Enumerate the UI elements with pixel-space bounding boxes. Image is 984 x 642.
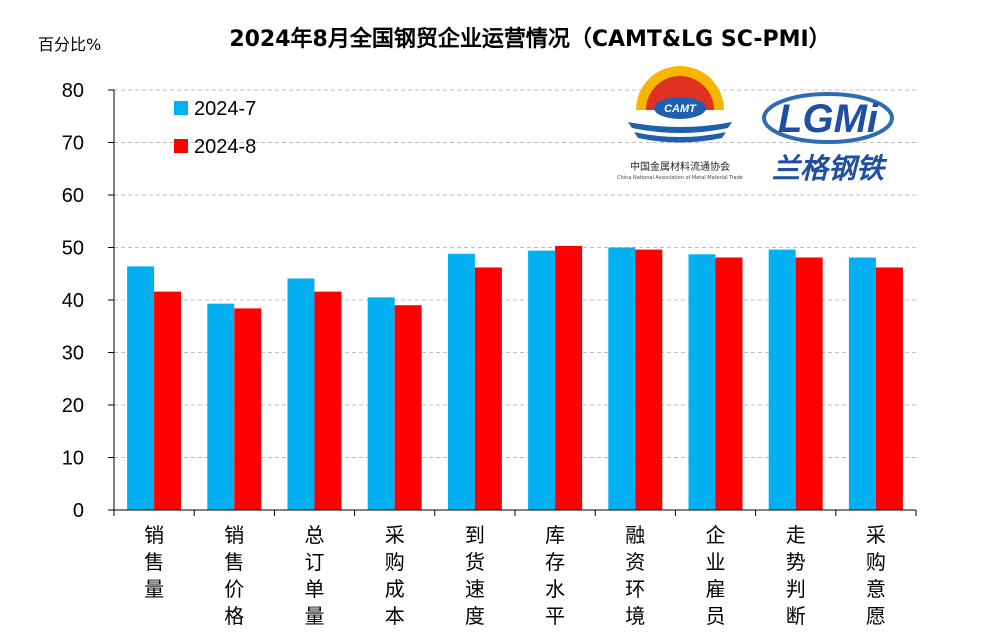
y-tick-label: 80 [62,80,84,102]
bar-2024-8-走势判断 [795,257,823,510]
y-tick-label: 30 [62,343,84,365]
category-label: 到货速度 [465,523,485,628]
category-label: 销售量 [144,523,164,601]
legend-label: 2024-8 [194,136,256,158]
bar-2024-7-走势判断 [768,249,796,510]
category-label: 销售价格 [224,523,244,628]
camt-badge-icon [654,97,706,119]
bar-2024-7-企业雇员 [688,254,716,510]
camt-wave2-icon [634,132,726,143]
y-tick-label: 0 [73,500,84,522]
legend-label: 2024-7 [194,98,256,120]
bar-2024-8-融资环境 [635,249,663,510]
bar-2024-7-融资环境 [608,247,636,510]
category-label: 融资环境 [625,523,645,628]
legend: 2024-7 2024-8 [174,98,256,158]
bar-2024-7-采购意愿 [848,257,876,510]
y-tick-label: 60 [62,185,84,207]
lg-mark: LGMi [778,97,879,141]
lg-logo: LGMi 兰格钢铁 [762,92,894,185]
bar-2024-7-销售量 [127,266,155,510]
y-tick-label: 10 [62,448,84,470]
y-tick-label: 40 [62,290,84,312]
camt-logo: CAMT 中国金属材料流通协会 China National Associati… [617,66,743,181]
bar-2024-8-采购成本 [394,305,422,510]
bar-2024-8-采购意愿 [875,267,903,510]
bar-2024-8-销售量 [154,291,182,510]
camt-english-name: China National Association of Metal Mate… [617,175,743,181]
lg-ring-icon [762,92,894,144]
bar-2024-7-总订单量 [287,278,315,510]
category-label: 总订单量 [305,523,325,628]
bar-2024-8-库存水平 [555,245,583,511]
y-tick-label: 70 [62,133,84,155]
bar-2024-7-到货速度 [447,253,475,511]
chart-title: 2024年8月全国钢贸企业运营情况（CAMT&LG SC-PMI） [229,26,830,52]
legend-swatch [174,101,188,115]
category-labels: 销售量 销售价格 总订单量 采购成本 到货速度 库存水平 融资环境 企业雇员 走势判断 采购意愿 [144,523,886,628]
category-label: 企业雇员 [706,523,726,628]
y-tick-label: 50 [62,238,84,260]
axes [108,89,917,516]
category-label: 采购意愿 [866,523,886,628]
bar-2024-7-销售价格 [207,303,235,510]
category-label: 走势判断 [786,523,806,628]
bar-2024-8-总订单量 [314,291,342,510]
bar-2024-8-企业雇员 [715,257,743,510]
camt-name: 中国金属材料流通协会 [630,160,730,173]
y-axis-unit-label: 百分比% [38,35,101,54]
camt-badge-text: CAMT [664,103,697,115]
y-axis-ticks: 0 10 20 30 40 50 60 70 80 [62,80,84,522]
bar-2024-7-库存水平 [528,250,556,510]
lg-name: 兰格钢铁 [772,152,888,185]
category-label: 采购成本 [385,523,405,628]
y-tick-label: 20 [62,395,84,417]
bar-2024-8-到货速度 [474,267,502,510]
bars [127,245,903,511]
bar-2024-8-销售价格 [234,308,262,510]
category-label: 库存水平 [545,523,565,628]
legend-swatch [174,139,188,153]
bar-2024-7-采购成本 [367,297,395,510]
camt-wave-icon [628,122,732,133]
